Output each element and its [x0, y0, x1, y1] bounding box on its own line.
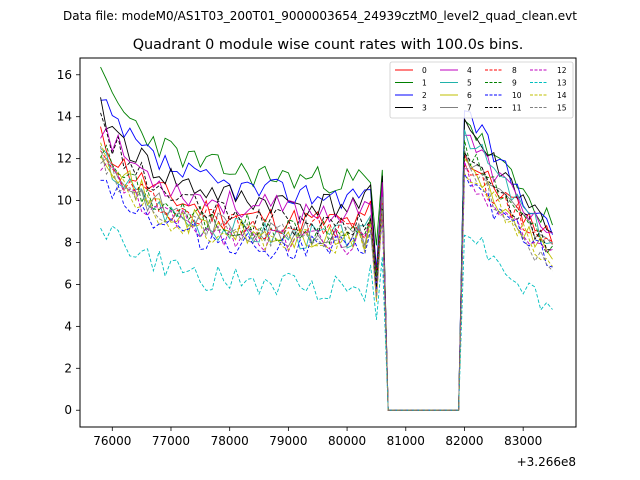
- legend-label-6: 6: [467, 91, 472, 100]
- series-line-13: [100, 225, 553, 411]
- chart-suptitle: Data file: modeM0/AS1T03_200T01_90000036…: [63, 9, 577, 23]
- legend-label-9: 9: [512, 79, 517, 88]
- y-tick-label: 14: [57, 110, 72, 124]
- series-line-8: [100, 150, 553, 411]
- legend-label-5: 5: [467, 79, 472, 88]
- legend-label-15: 15: [557, 104, 567, 113]
- legend-label-12: 12: [557, 66, 567, 75]
- series-line-4: [100, 126, 553, 411]
- legend-label-7: 7: [467, 104, 472, 113]
- x-tick-label: 81000: [387, 434, 425, 448]
- x-tick-label: 80000: [328, 434, 366, 448]
- series-line-9: [100, 140, 553, 411]
- series-line-6: [100, 155, 553, 411]
- series-line-11: [100, 112, 553, 411]
- y-tick-label: 12: [57, 152, 72, 166]
- y-tick-label: 10: [57, 194, 72, 208]
- x-tick-label: 83000: [504, 434, 542, 448]
- legend-label-10: 10: [512, 91, 522, 100]
- series-line-14: [100, 142, 553, 411]
- legend-label-4: 4: [467, 66, 472, 75]
- series-line-3: [100, 97, 553, 411]
- x-tick-label: 82000: [445, 434, 483, 448]
- series-line-2: [100, 99, 553, 411]
- y-tick-label: 16: [57, 68, 72, 82]
- x-tick-label: 79000: [269, 434, 307, 448]
- y-tick-label: 4: [64, 319, 72, 333]
- x-tick-label: 76000: [93, 434, 131, 448]
- series-line-15: [100, 145, 553, 411]
- legend-label-3: 3: [422, 104, 427, 113]
- legend-label-8: 8: [512, 66, 517, 75]
- y-axis: 0 2 4 6 8 10 12 14 16: [57, 68, 80, 417]
- legend-label-2: 2: [422, 91, 427, 100]
- y-tick-label: 8: [64, 236, 72, 250]
- y-tick-label: 2: [64, 361, 72, 375]
- y-tick-label: 6: [64, 277, 72, 291]
- series-layer: [100, 66, 553, 411]
- x-axis: 76000 77000 78000 79000 80000 81000 82000 83000: [93, 427, 542, 448]
- y-tick-label: 0: [64, 403, 72, 417]
- legend-label-14: 14: [557, 91, 567, 100]
- x-axis-offset-label: +3.266e8: [517, 455, 576, 469]
- series-line-0: [100, 126, 553, 411]
- x-tick-label: 78000: [211, 434, 249, 448]
- series-line-12: [100, 161, 553, 411]
- legend-label-0: 0: [422, 66, 427, 75]
- legend-label-11: 11: [512, 104, 522, 113]
- legend-label-13: 13: [557, 79, 567, 88]
- x-tick-label: 77000: [152, 434, 190, 448]
- chart-title: Quadrant 0 module wise count rates with …: [133, 37, 524, 53]
- legend-box: [389, 61, 574, 119]
- legend-label-1: 1: [422, 79, 427, 88]
- series-line-10: [100, 173, 553, 411]
